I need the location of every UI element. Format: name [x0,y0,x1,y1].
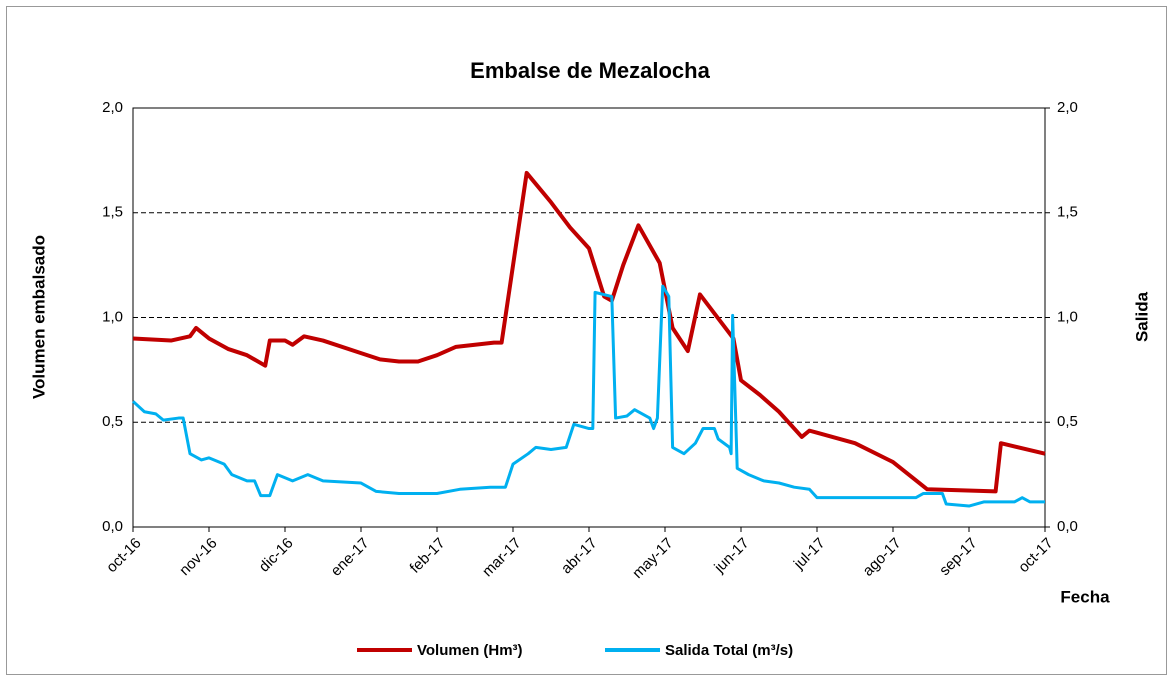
chart-frame [6,6,1167,675]
series-line [132,170,1046,494]
y-tick-label: 2,0 [102,99,123,116]
plot-border [132,107,1046,528]
legend-label: Salida Total (m³/s) [665,642,793,659]
y2-tick-label: 0,5 [1057,413,1078,430]
y-tick-label: 0,5 [102,413,123,430]
y-tick-label: 1,0 [102,308,123,325]
legend-label: Volumen (Hm³) [417,642,523,659]
y2-tick-label: 2,0 [1057,99,1078,116]
x-axis-label: Fecha [1060,587,1110,606]
series-line [131,284,1045,508]
chart-title: Embalse de Mezalocha [470,58,710,83]
y-tick-label: 0,0 [102,518,123,535]
y2-tick-label: 1,5 [1057,204,1078,221]
y2-tick-label: 1,0 [1057,308,1078,325]
y2-axis-label: Salida [1132,291,1151,342]
y-tick-label: 1,5 [102,204,123,221]
y2-tick-label: 0,0 [1057,518,1078,535]
y-axis-label: Volumen embalsado [29,235,48,399]
